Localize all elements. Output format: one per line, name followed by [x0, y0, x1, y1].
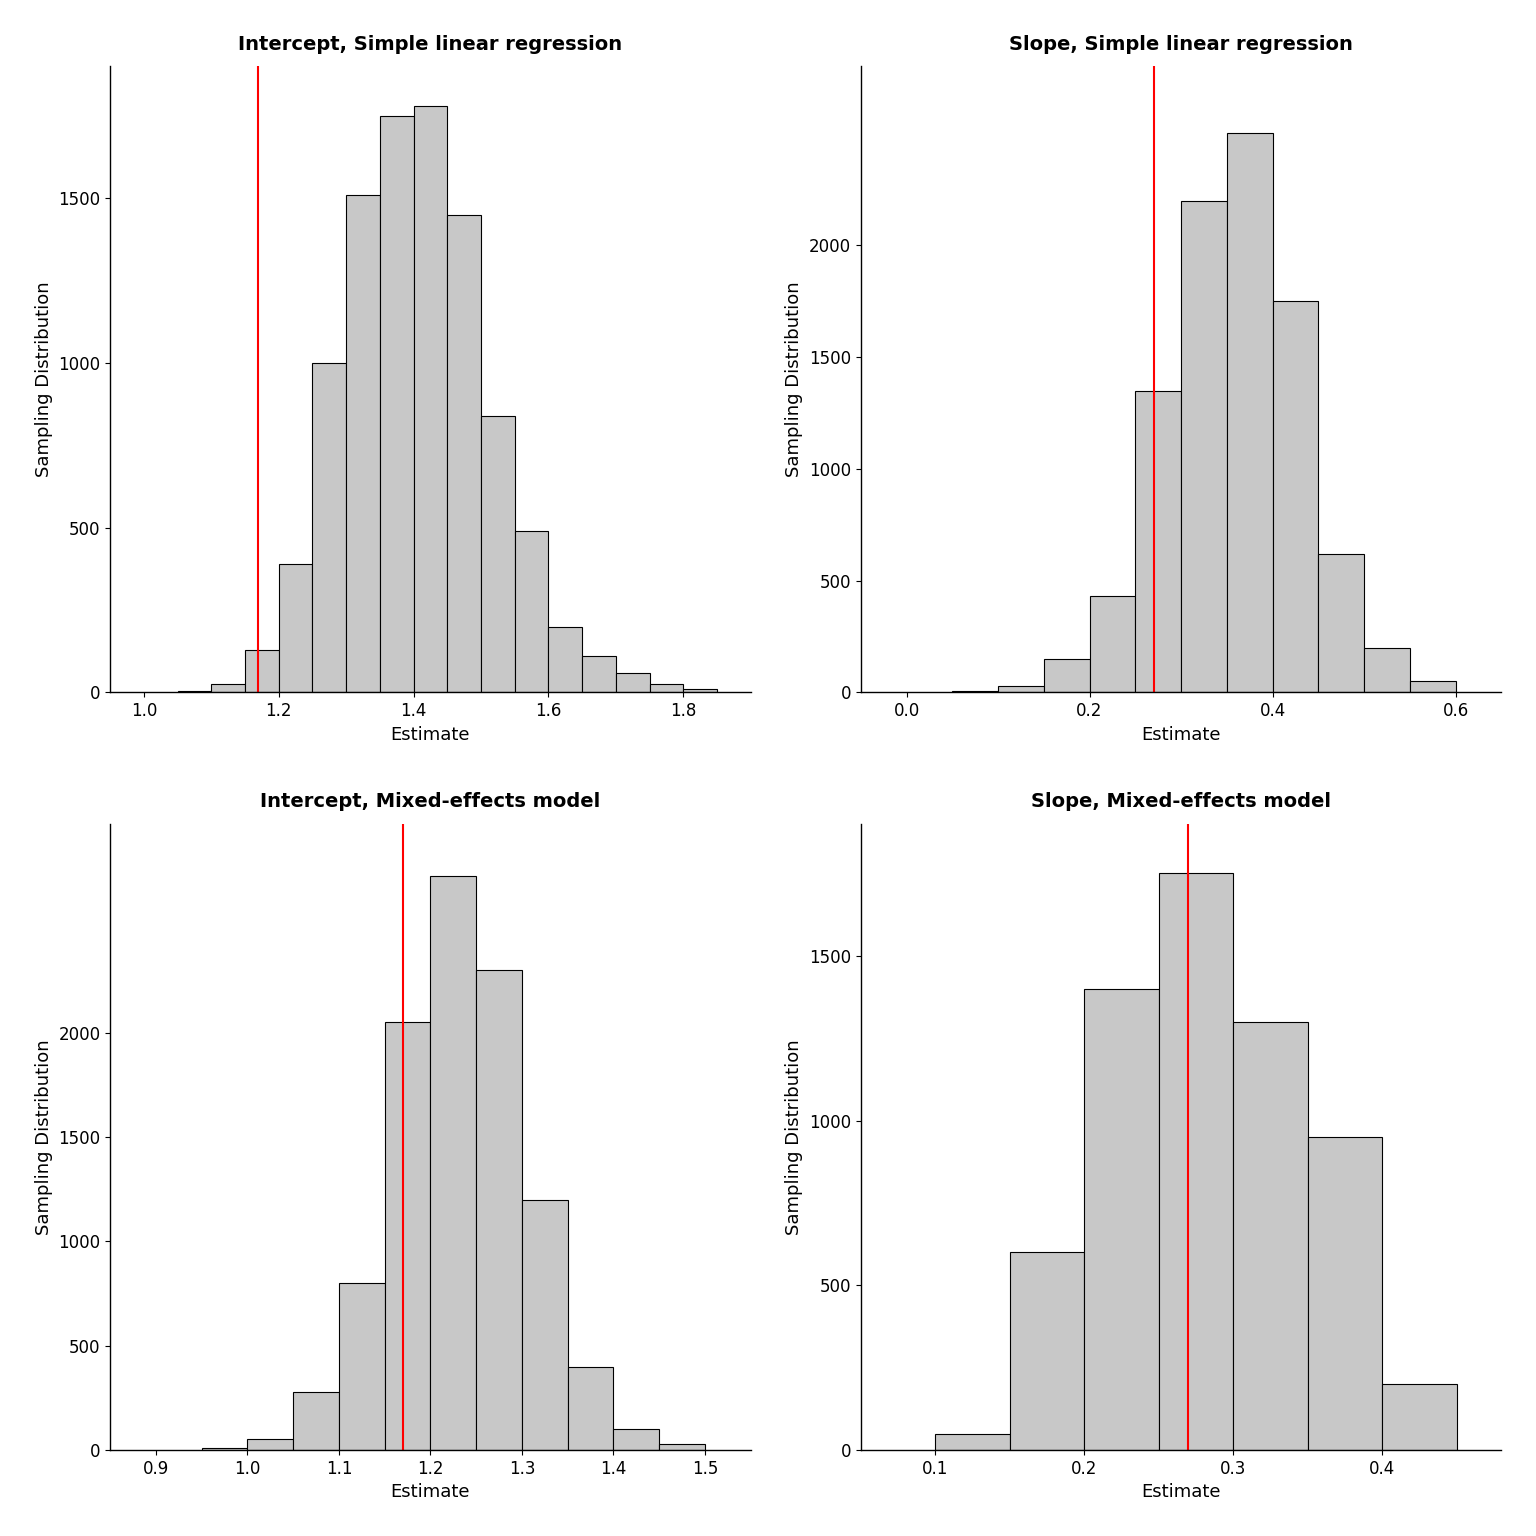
Bar [1318, 554, 1364, 693]
Bar [1410, 682, 1456, 693]
Bar [613, 1428, 659, 1450]
Bar [312, 362, 346, 693]
Bar [447, 215, 481, 693]
Bar [212, 684, 244, 693]
Bar [650, 684, 684, 693]
Bar [1044, 659, 1089, 693]
Bar [568, 1367, 613, 1450]
Bar [339, 1283, 384, 1450]
Bar [1364, 648, 1410, 693]
Bar [659, 1444, 705, 1450]
Bar [178, 691, 212, 693]
Bar [1135, 390, 1181, 693]
Bar [1158, 874, 1233, 1450]
Bar [1307, 1137, 1382, 1450]
Bar [684, 690, 717, 693]
Bar [582, 656, 616, 693]
X-axis label: Estimate: Estimate [1141, 725, 1221, 743]
X-axis label: Estimate: Estimate [390, 725, 470, 743]
Title: Intercept, Simple linear regression: Intercept, Simple linear regression [238, 35, 622, 54]
Bar [278, 564, 312, 693]
Bar [481, 416, 515, 693]
Title: Intercept, Mixed-effects model: Intercept, Mixed-effects model [260, 793, 601, 811]
Bar [1084, 989, 1158, 1450]
Bar [515, 531, 548, 693]
Bar [1009, 1252, 1084, 1450]
Bar [1181, 201, 1227, 693]
Bar [1227, 134, 1272, 693]
Bar [413, 106, 447, 693]
Bar [384, 1023, 430, 1450]
Y-axis label: Sampling Distribution: Sampling Distribution [785, 281, 803, 478]
Bar [548, 627, 582, 693]
Bar [244, 650, 278, 693]
Bar [379, 115, 413, 693]
Bar [616, 673, 650, 693]
X-axis label: Estimate: Estimate [1141, 1484, 1221, 1501]
Bar [1089, 596, 1135, 693]
Bar [247, 1439, 293, 1450]
Bar [476, 971, 522, 1450]
Bar [293, 1392, 339, 1450]
Y-axis label: Sampling Distribution: Sampling Distribution [35, 281, 52, 478]
Bar [1233, 1021, 1307, 1450]
Bar [998, 685, 1044, 693]
Y-axis label: Sampling Distribution: Sampling Distribution [35, 1040, 52, 1235]
Title: Slope, Simple linear regression: Slope, Simple linear regression [1009, 35, 1353, 54]
Bar [346, 195, 379, 693]
Bar [935, 1433, 1009, 1450]
Bar [1382, 1384, 1456, 1450]
Bar [201, 1448, 247, 1450]
Y-axis label: Sampling Distribution: Sampling Distribution [785, 1040, 803, 1235]
Bar [430, 876, 476, 1450]
Bar [522, 1200, 568, 1450]
Bar [1272, 301, 1318, 693]
X-axis label: Estimate: Estimate [390, 1484, 470, 1501]
Title: Slope, Mixed-effects model: Slope, Mixed-effects model [1031, 793, 1332, 811]
